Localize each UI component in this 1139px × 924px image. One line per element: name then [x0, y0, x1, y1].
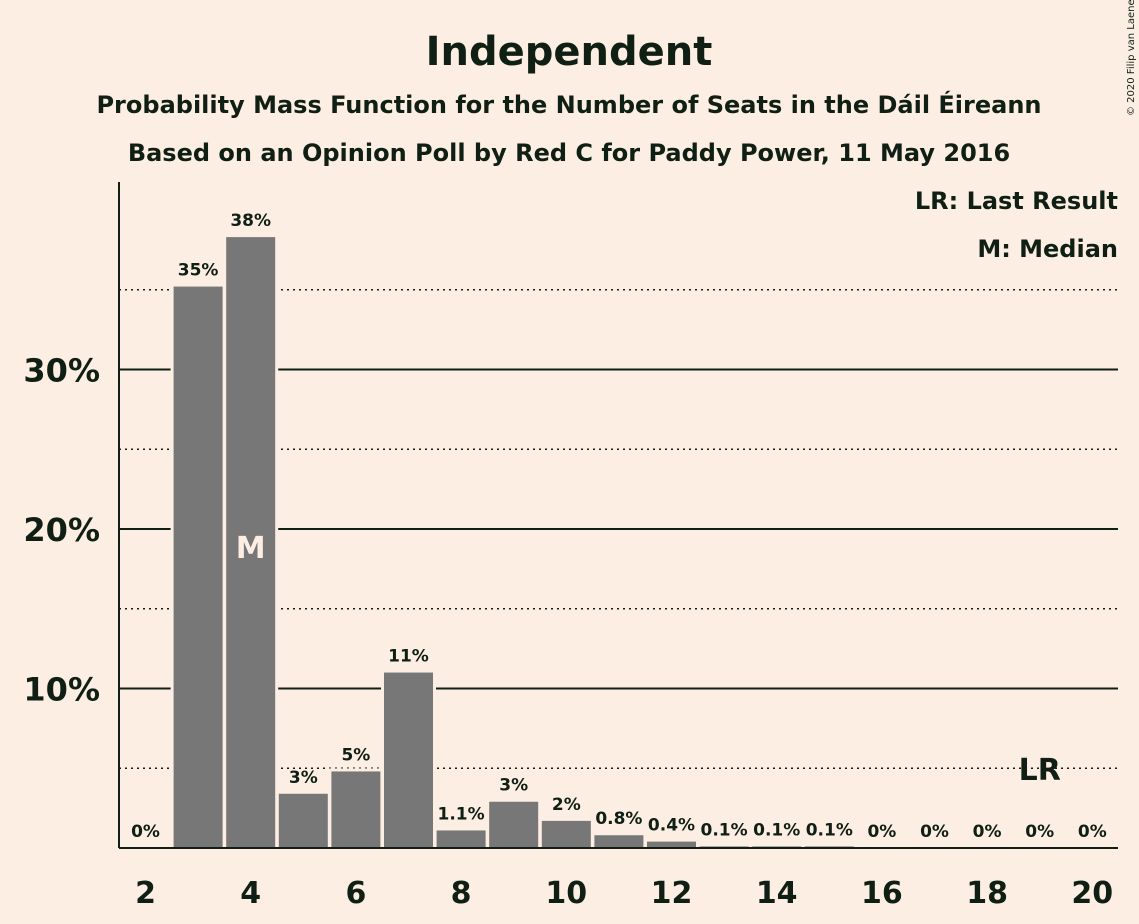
- y-tick-label: 20%: [23, 511, 100, 549]
- x-tick-label: 12: [651, 876, 693, 911]
- bar: [278, 793, 328, 848]
- bar: [594, 835, 644, 848]
- data-label: 0%: [867, 822, 896, 842]
- copyright-notice: © 2020 Filip van Laenen: [1126, 0, 1137, 116]
- legend-last-result: LR: Last Result: [915, 187, 1118, 215]
- bar: [541, 820, 591, 848]
- data-label: 0%: [1025, 822, 1054, 842]
- data-label: 38%: [230, 211, 271, 231]
- x-tick-label: 18: [966, 876, 1008, 911]
- y-tick-label: 10%: [23, 671, 100, 709]
- data-label: 0.4%: [648, 816, 695, 836]
- median-marker: M: [236, 531, 266, 566]
- chart-subtitle-2: Based on an Opinion Poll by Red C for Pa…: [128, 139, 1010, 167]
- data-label: 0.1%: [753, 820, 800, 840]
- data-label: 3%: [499, 776, 528, 796]
- bar: [173, 286, 223, 848]
- data-label: 1.1%: [438, 804, 485, 824]
- bar-halo: [801, 843, 857, 848]
- data-label: 5%: [341, 745, 370, 765]
- data-label: 3%: [289, 768, 318, 788]
- gridlines: [119, 289, 1118, 769]
- bars: [170, 234, 857, 849]
- data-label: 0.8%: [595, 809, 642, 829]
- bar: [384, 672, 433, 848]
- bar-halo: [749, 843, 805, 848]
- y-tick-label: 30%: [23, 352, 100, 390]
- data-label: 2%: [552, 795, 581, 815]
- bar-halo: [696, 843, 752, 848]
- x-tick-label: 20: [1071, 876, 1113, 911]
- bar: [226, 237, 276, 849]
- x-tick-label: 8: [451, 876, 472, 911]
- data-label: 0%: [973, 822, 1002, 842]
- chart-title: Independent: [426, 29, 713, 75]
- data-label: 35%: [178, 261, 219, 281]
- bar: [331, 771, 381, 848]
- chart-subtitle-1: Probability Mass Function for the Number…: [96, 90, 1041, 119]
- data-label: 11%: [388, 647, 429, 667]
- data-label: 0.1%: [701, 820, 748, 840]
- bar: [436, 830, 486, 848]
- x-tick-label: 10: [545, 876, 587, 911]
- legend-median: M: Median: [977, 235, 1118, 263]
- bar: [647, 841, 696, 848]
- x-tick-label: 16: [861, 876, 903, 911]
- x-tick-label: 14: [756, 876, 798, 911]
- data-label: 0%: [1078, 822, 1107, 842]
- data-labels: 0%35%38%3%5%11%1.1%3%2%0.8% 0.4% 0.1% 0.1% 0…: [131, 211, 1107, 842]
- data-label: 0%: [920, 822, 949, 842]
- x-tick-label: 6: [345, 876, 366, 911]
- last-result-marker: LR: [1019, 753, 1061, 788]
- axes: 10% 20% 30% 2 4 6 8 10 12 14 16 18 20: [23, 182, 1118, 911]
- x-tick-label: 2: [135, 876, 156, 911]
- data-label: 0.1%: [806, 820, 853, 840]
- bar: [489, 801, 539, 848]
- data-label: 0%: [131, 822, 160, 842]
- x-tick-label: 4: [240, 876, 261, 911]
